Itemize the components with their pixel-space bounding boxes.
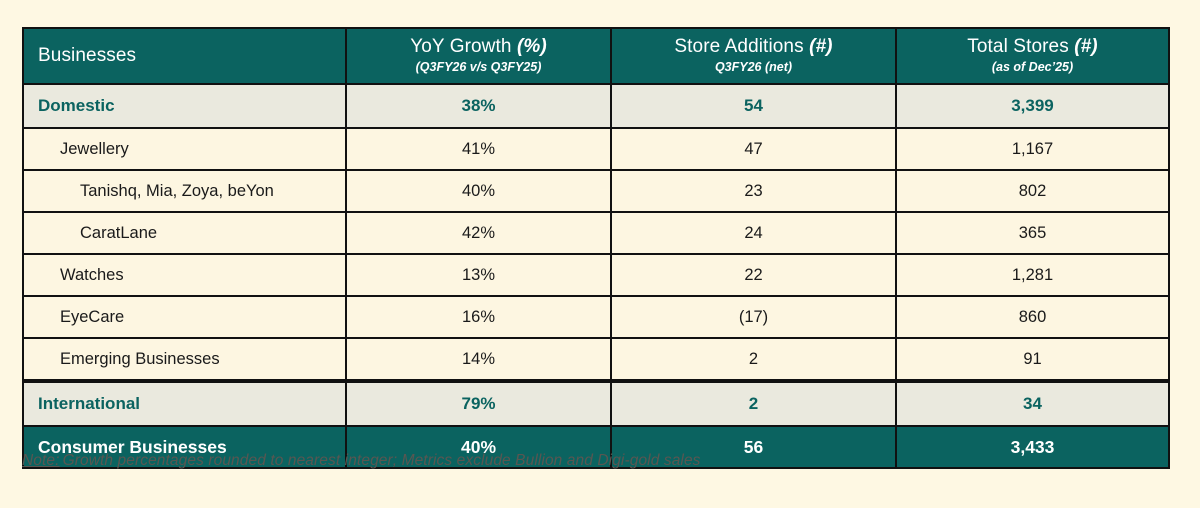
table-row: Tanishq, Mia, Zoya, beYon 40% 23 802 <box>22 169 1170 213</box>
cell-business: Jewellery <box>22 127 347 171</box>
table-row: Watches 13% 22 1,281 <box>22 253 1170 297</box>
table-body: Domestic 38% 54 3,399 Jewellery 41% 47 1,167 Tan… <box>22 83 1170 469</box>
cell-yoy-growth: 41% <box>345 127 612 171</box>
metrics-table-container: Businesses YoY Growth (%) (Q3FY26 v/s Q3… <box>22 27 1170 469</box>
cell-business: Domestic <box>22 83 347 129</box>
cell-total-stores: 1,281 <box>895 253 1170 297</box>
table-row: Emerging Businesses 14% 2 91 <box>22 337 1170 382</box>
cell-total-stores: 3,399 <box>895 83 1170 129</box>
table-row: Jewellery 41% 47 1,167 <box>22 127 1170 171</box>
cell-business: Watches <box>22 253 347 297</box>
cell-total-stores: 34 <box>895 379 1170 427</box>
cell-store-additions: 24 <box>610 211 897 255</box>
table-header: Businesses YoY Growth (%) (Q3FY26 v/s Q3… <box>22 27 1170 85</box>
table-row: CaratLane 42% 24 365 <box>22 211 1170 255</box>
column-header-total-stores-subtitle: (as of Dec’25) <box>991 59 1074 74</box>
column-header-store-additions-title: Store Additions (#) <box>674 36 833 58</box>
cell-store-additions: 56 <box>610 425 897 469</box>
cell-yoy-growth: 42% <box>345 211 612 255</box>
column-header-total-stores-title: Total Stores (#) <box>967 36 1098 58</box>
column-header-yoy-growth-subtitle: (Q3FY26 v/s Q3FY25) <box>415 59 542 74</box>
column-header-store-additions: Store Additions (#) Q3FY26 (net) <box>610 27 897 85</box>
cell-store-additions: 54 <box>610 83 897 129</box>
column-header-total-stores: Total Stores (#) (as of Dec’25) <box>895 27 1170 85</box>
cell-yoy-growth: 14% <box>345 337 612 382</box>
cell-store-additions: 2 <box>610 379 897 427</box>
cell-business: Consumer Businesses <box>22 425 347 469</box>
cell-total-stores: 3,433 <box>895 425 1170 469</box>
cell-yoy-growth: 40% <box>345 169 612 213</box>
table-row: Consumer Businesses 40% 56 3,433 <box>22 425 1170 469</box>
cell-store-additions: (17) <box>610 295 897 339</box>
cell-total-stores: 91 <box>895 337 1170 382</box>
cell-yoy-growth: 79% <box>345 379 612 427</box>
table-row: Domestic 38% 54 3,399 <box>22 83 1170 129</box>
cell-total-stores: 1,167 <box>895 127 1170 171</box>
column-header-businesses-title: Businesses <box>38 45 137 67</box>
business-metrics-table: Businesses YoY Growth (%) (Q3FY26 v/s Q3… <box>22 27 1170 469</box>
footnote-label: Note: <box>22 452 60 469</box>
table-row: EyeCare 16% (17) 860 <box>22 295 1170 339</box>
cell-business: Emerging Businesses <box>22 337 347 382</box>
cell-business: EyeCare <box>22 295 347 339</box>
cell-store-additions: 23 <box>610 169 897 213</box>
header-row: Businesses YoY Growth (%) (Q3FY26 v/s Q3… <box>22 27 1170 85</box>
cell-total-stores: 860 <box>895 295 1170 339</box>
column-header-yoy-growth-unit: (%) <box>516 36 547 58</box>
column-header-store-additions-unit: (#) <box>809 36 833 58</box>
cell-yoy-growth: 13% <box>345 253 612 297</box>
column-header-yoy-growth-title: YoY Growth (%) <box>410 36 547 58</box>
cell-business: Tanishq, Mia, Zoya, beYon <box>22 169 347 213</box>
footnote-text: Growth percentages rounded to nearest in… <box>62 452 701 469</box>
cell-business: International <box>22 379 347 427</box>
cell-store-additions: 22 <box>610 253 897 297</box>
column-header-total-stores-unit: (#) <box>1074 36 1098 58</box>
cell-store-additions: 47 <box>610 127 897 171</box>
table-row: International 79% 2 34 <box>22 379 1170 427</box>
footnote: Note: Growth percentages rounded to neare… <box>22 452 701 470</box>
cell-total-stores: 802 <box>895 169 1170 213</box>
cell-store-additions: 2 <box>610 337 897 382</box>
column-header-yoy-growth: YoY Growth (%) (Q3FY26 v/s Q3FY25) <box>345 27 612 85</box>
cell-business: CaratLane <box>22 211 347 255</box>
column-header-store-additions-subtitle: Q3FY26 (net) <box>714 59 793 74</box>
cell-total-stores: 365 <box>895 211 1170 255</box>
cell-yoy-growth: 16% <box>345 295 612 339</box>
cell-yoy-growth: 40% <box>345 425 612 469</box>
cell-yoy-growth: 38% <box>345 83 612 129</box>
column-header-businesses: Businesses <box>22 27 347 85</box>
